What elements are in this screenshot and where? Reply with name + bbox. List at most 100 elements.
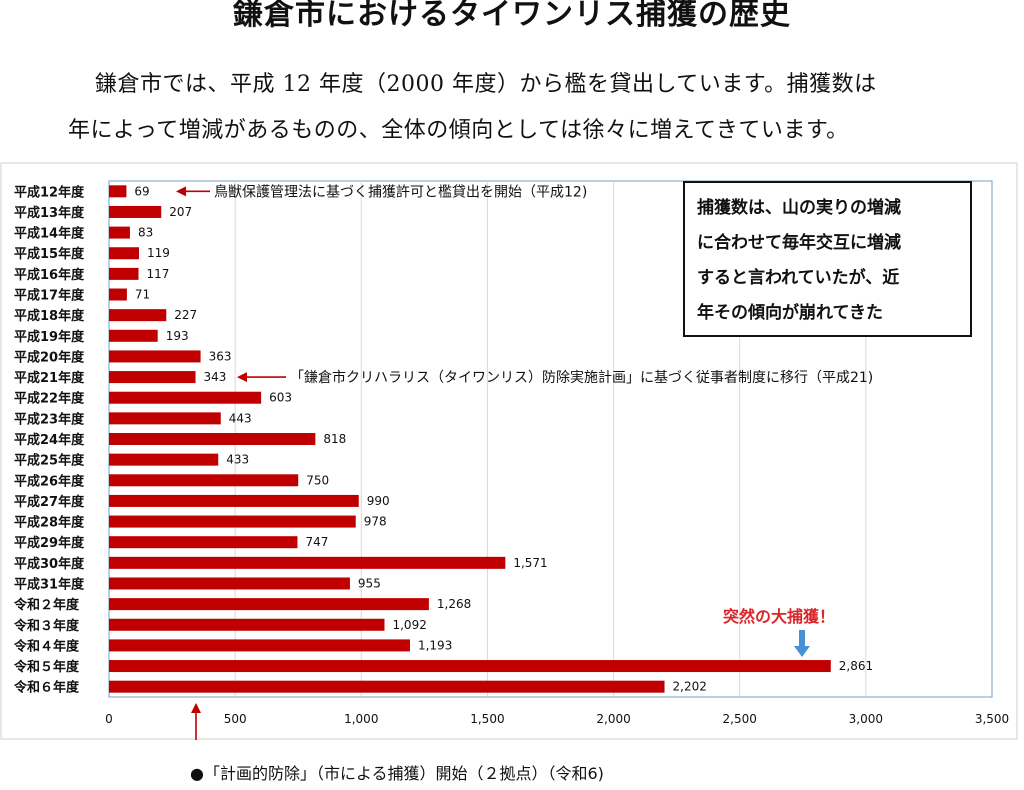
category-label: 令和３年度 (14, 618, 80, 634)
bar (109, 391, 262, 404)
bar (109, 185, 127, 198)
category-label: 令和５年度 (14, 659, 80, 675)
note-line-4: 年その傾向が崩れてきた (697, 303, 883, 323)
annotation-arrowhead-2 (237, 372, 247, 383)
x-tick-label: 500 (224, 712, 247, 726)
bar (109, 474, 299, 487)
bar (109, 288, 127, 301)
data-label: 117 (147, 267, 170, 281)
bar (109, 577, 350, 590)
category-label: 令和６年度 (14, 680, 80, 696)
x-tick-label: 2,500 (723, 712, 757, 726)
category-label: 平成29年度 (14, 535, 85, 551)
category-label: 平成24年度 (14, 432, 85, 448)
page-title: 鎌倉市におけるタイワンリス捕獲の歴史 (233, 0, 791, 32)
data-label: 1,193 (418, 638, 452, 652)
data-label: 1,268 (437, 597, 471, 611)
annotation-text-1: 鳥獣保護管理法に基づく捕獲許可と檻貸出を開始（平成12) (214, 183, 587, 200)
bar (109, 433, 316, 445)
bar (109, 309, 167, 322)
bar (109, 267, 139, 280)
annotation-surprise: 突然の大捕獲！ (723, 607, 836, 626)
data-label: 818 (323, 432, 346, 446)
data-label: 747 (305, 535, 328, 549)
bar (109, 556, 506, 569)
bar (109, 226, 130, 239)
data-label: 2,202 (673, 680, 707, 694)
x-tick-label: 0 (105, 712, 113, 726)
bar (109, 350, 201, 363)
data-label: 207 (169, 205, 192, 219)
category-label: 令和４年度 (14, 638, 80, 654)
data-label: 433 (226, 453, 249, 467)
bar (109, 618, 385, 631)
data-label: 69 (134, 184, 149, 198)
bar (109, 680, 665, 693)
category-label: 平成30年度 (14, 556, 85, 572)
data-label: 955 (358, 576, 381, 590)
note-line-1: 捕獲数は、山の実りの増減 (697, 198, 901, 218)
data-label: 119 (147, 246, 170, 260)
bar-chart: 平成12年度 69 平成13年度 207 平成14年度 83 平成15年度 119 平成16年度… (0, 162, 1018, 740)
note-box: 捕獲数は、山の実りの増減 に合わせて毎年交互に増減 すると言われていたが、近 年… (683, 181, 972, 337)
data-label: 750 (306, 473, 329, 487)
bar (109, 494, 359, 507)
x-tick-label: 3,000 (849, 712, 883, 726)
data-label: 443 (229, 411, 252, 425)
bar (109, 453, 219, 466)
bar (109, 205, 162, 218)
intro-line-2: 年によって増減があるものの、全体の傾向としては徐々に増えてきています。 (68, 118, 849, 143)
category-label: 令和２年度 (14, 597, 80, 613)
bar (109, 639, 410, 652)
bar (109, 598, 429, 611)
data-label: 603 (269, 391, 292, 405)
category-label: 平成21年度 (14, 370, 85, 386)
data-label: 193 (166, 329, 189, 343)
annotation-text-2: 「鎌倉市クリハラリス（タイワンリス）防除実施計画」に基づく従事者制度に移行（平成… (290, 369, 873, 386)
category-label: 平成12年度 (14, 184, 85, 200)
footer-arrowhead (191, 703, 201, 713)
category-label: 平成13年度 (14, 205, 85, 221)
x-tick-label: 1,000 (344, 712, 378, 726)
data-label: 1,571 (513, 556, 547, 570)
bar (109, 412, 221, 425)
data-label: 71 (135, 288, 150, 302)
bar (109, 371, 196, 384)
category-label: 平成23年度 (14, 411, 85, 427)
note-line-2: に合わせて毎年交互に増減 (697, 233, 901, 253)
category-label: 平成25年度 (14, 453, 85, 469)
data-label: 990 (367, 494, 390, 508)
x-tick-label: 2,000 (596, 712, 630, 726)
down-arrow-head (794, 646, 810, 658)
bar (109, 515, 356, 528)
category-label: 平成16年度 (14, 267, 85, 283)
category-label: 平成22年度 (14, 391, 85, 407)
data-label: 363 (209, 349, 232, 363)
footer-note: ●「計画的防除」（市による捕獲）開始（２拠点）（令和6) (190, 764, 604, 783)
annotation-arrowhead-1 (176, 186, 186, 197)
bar (109, 247, 140, 260)
data-label: 83 (138, 226, 153, 240)
x-tick-label: 3,500 (975, 712, 1009, 726)
category-label: 平成27年度 (14, 494, 85, 510)
data-label: 1,092 (392, 618, 426, 632)
category-label: 平成19年度 (14, 329, 85, 345)
data-label: 343 (204, 370, 227, 384)
category-label: 平成15年度 (14, 246, 85, 262)
bar (109, 329, 158, 342)
category-label: 平成14年度 (14, 226, 85, 242)
category-label: 平成26年度 (14, 473, 85, 489)
bar (109, 536, 298, 549)
outer-frame (0, 162, 1018, 740)
down-arrow-shaft (799, 630, 805, 646)
category-label: 平成17年度 (14, 288, 85, 304)
x-tick-label: 1,500 (470, 712, 504, 726)
note-line-3: すると言われていたが、近 (697, 268, 900, 288)
data-label: 978 (364, 515, 387, 529)
category-label: 平成20年度 (14, 349, 85, 365)
data-label: 2,861 (839, 659, 873, 673)
data-label: 227 (174, 308, 197, 322)
category-label: 平成31年度 (14, 576, 85, 592)
category-label: 平成28年度 (14, 515, 85, 531)
intro-line-1: 鎌倉市では、平成 12 年度（2000 年度）から檻を貸出しています。捕獲数は (95, 72, 877, 97)
